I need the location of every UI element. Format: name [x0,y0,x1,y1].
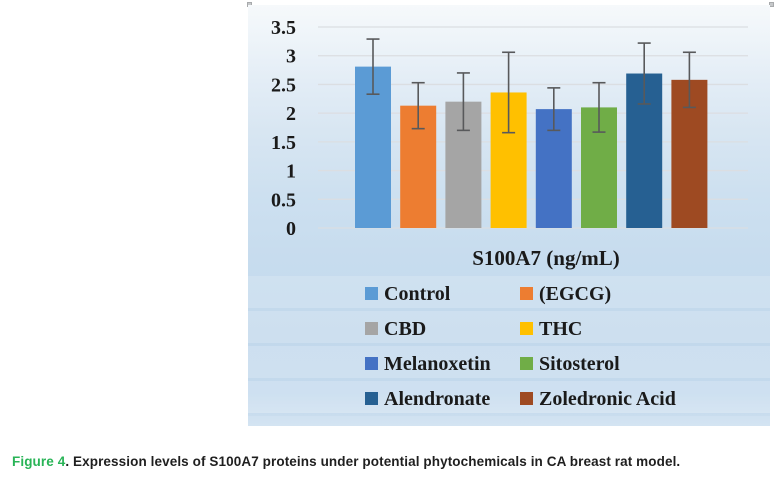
legend-swatch-alendronate [365,392,378,405]
error-bar-sitosterol [592,81,606,133]
legend-swatch-sitosterol [520,357,533,370]
chart-panel: 0 0.5 1 1.5 2 2.5 3 3.5 S100A7 (ng/mL) Control (E… [248,5,770,426]
legend-label: Sitosterol [539,352,620,375]
legend-row: Melanoxetin Sitosterol [248,346,770,381]
legend-item-egcg: (EGCG) [520,284,611,304]
y-tick-label: 0 [286,218,296,240]
y-tick-label: 2.5 [271,74,296,96]
error-bar-zoledronic-acid [682,51,696,109]
legend-swatch-melanoxetin [365,357,378,370]
y-tick-label: 3.5 [271,17,296,39]
figure-label: Figure 4 [12,454,66,469]
figure-caption: Figure 4. Expression levels of S100A7 pr… [12,454,680,469]
error-bar-melanoxetin [547,87,561,132]
legend-label: Zoledronic Acid [539,387,676,410]
legend-label: Control [384,282,451,305]
legend-label: Alendronate [384,387,491,410]
legend-item-melanoxetin: Melanoxetin [365,354,520,374]
legend-item-sitosterol: Sitosterol [520,354,620,374]
legend-row: Control (EGCG) [248,276,770,311]
legend-label: CBD [384,317,427,340]
legend-item-alendronate: Alendronate [365,389,520,409]
legend-label: THC [539,317,583,340]
legend-item-thc: THC [520,319,582,339]
legend-row: Alendronate Zoledronic Acid [248,381,770,416]
legend-item-zoledronic-acid: Zoledronic Acid [520,389,676,409]
y-tick-label: 0.5 [271,189,296,211]
legend-swatch-egcg [520,287,533,300]
y-tick-label: 2 [286,103,296,125]
chart-legend: Control (EGCG) CBD THC Melanoxetin Sitosterol… [248,276,770,416]
y-tick-label: 1.5 [271,132,296,154]
legend-swatch-control [365,287,378,300]
error-bar-alendronate [637,42,651,105]
caption-text: . Expression levels of S100A7 proteins u… [65,454,681,469]
legend-swatch-zoledronic-acid [520,392,533,405]
y-tick-label: 1 [286,161,296,183]
error-bar-egcg [411,81,425,130]
bar-chart: 0 0.5 1 1.5 2 2.5 3 3.5 S100A7 (ng/mL) [271,17,748,270]
legend-label: (EGCG) [539,282,612,305]
legend-swatch-thc [520,322,533,335]
x-axis-title: S100A7 (ng/mL) [472,246,620,270]
legend-label: Melanoxetin [384,352,491,375]
error-bar-cbd [456,72,470,132]
legend-row: CBD THC [248,311,770,346]
legend-item-control: Control [365,284,520,304]
error-bar-control [366,38,380,95]
legend-swatch-cbd [365,322,378,335]
resize-handle-right [769,2,774,7]
y-tick-label: 3 [286,46,296,68]
error-bar-thc [502,51,516,134]
legend-item-cbd: CBD [365,319,520,339]
